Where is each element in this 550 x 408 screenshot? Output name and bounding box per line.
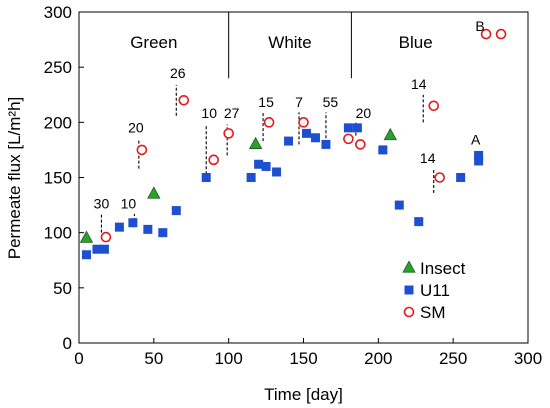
- u11-point: [171, 206, 181, 216]
- point-annotations: 30 10 20 26 10 27 15 7 55 20 14 14 A B: [94, 18, 485, 212]
- x-tick-label: 300: [514, 349, 542, 368]
- region-label: Green: [130, 33, 177, 52]
- sm-point: [355, 139, 366, 150]
- point-annotation: 30: [94, 195, 110, 211]
- y-tick-label: 200: [44, 113, 72, 132]
- u11-point: [321, 139, 331, 149]
- insect-point: [248, 136, 263, 149]
- point-annotation: 20: [128, 119, 144, 135]
- legend-label: Insect: [420, 259, 466, 278]
- u11-point: [158, 228, 168, 238]
- y-tick-label: 300: [44, 3, 72, 22]
- sm-point: [208, 154, 219, 166]
- region-label: Blue: [399, 33, 433, 52]
- sm-point: [298, 117, 309, 128]
- u11-point: [114, 222, 124, 232]
- u11-point: [272, 167, 282, 177]
- x-tick-label: 0: [74, 349, 83, 368]
- y-axis-ticks: 0 50 100 150 200 250 300: [44, 3, 84, 353]
- x-axis-ticks: 0 50 100 150 200 250 300: [74, 338, 542, 368]
- point-annotation: 7: [295, 94, 303, 110]
- u11-point: [261, 161, 271, 171]
- u11-point: [128, 218, 138, 228]
- sm-point: [428, 100, 440, 112]
- data-points: [79, 28, 507, 260]
- y-tick-label: 100: [44, 224, 72, 243]
- legend-label: SM: [420, 303, 446, 322]
- y-tick-label: 50: [53, 279, 72, 298]
- x-tick-label: 100: [214, 349, 242, 368]
- y-tick-label: 150: [44, 169, 72, 188]
- x-tick-label: 50: [144, 349, 163, 368]
- point-annotation: B: [475, 18, 484, 34]
- u11-point: [92, 244, 102, 254]
- sm-point: [480, 28, 492, 40]
- legend-marker: [403, 306, 415, 318]
- point-annotation: 10: [121, 195, 137, 211]
- u11-point: [394, 200, 404, 210]
- legend: Insect U11 SM: [402, 259, 466, 322]
- u11-point: [201, 173, 211, 182]
- x-axis-title: Time [day]: [264, 385, 343, 404]
- y-axis-title: Permeate flux [L/m²h]: [5, 97, 24, 260]
- u11-point: [143, 224, 153, 234]
- sm-point: [434, 172, 445, 183]
- x-tick-label: 250: [439, 349, 467, 368]
- u11-point: [456, 173, 466, 182]
- y-tick-label: 250: [44, 58, 72, 77]
- x-tick-label: 150: [289, 349, 317, 368]
- sm-point: [343, 133, 354, 145]
- u11-point: [378, 145, 388, 155]
- point-annotation: 14: [411, 76, 427, 92]
- legend-label: U11: [420, 281, 450, 300]
- u11-point: [301, 128, 311, 138]
- u11-point: [310, 133, 320, 143]
- sm-point: [223, 128, 234, 139]
- legend-marker: [402, 260, 416, 273]
- insect-point: [147, 186, 161, 199]
- legend-marker: [404, 285, 414, 295]
- point-annotation: 20: [356, 105, 372, 121]
- point-annotation: 55: [323, 94, 339, 110]
- point-annotation: A: [471, 131, 481, 147]
- u11-point: [474, 156, 484, 166]
- u11-point: [81, 250, 91, 260]
- point-annotation: 15: [258, 94, 274, 110]
- insect-point: [79, 230, 94, 243]
- region-label: White: [268, 33, 311, 52]
- u11-point: [414, 217, 424, 227]
- u11-point: [284, 136, 294, 146]
- point-annotation: 10: [201, 105, 217, 121]
- insect-point: [383, 127, 397, 141]
- u11-point: [343, 123, 353, 133]
- point-annotation: 26: [170, 65, 186, 81]
- u11-point: [352, 123, 362, 133]
- u11-point: [474, 150, 484, 160]
- sm-point: [178, 94, 190, 106]
- region-dividers: Green White Blue: [130, 12, 433, 79]
- sm-point: [136, 144, 148, 156]
- point-annotation: 14: [420, 150, 436, 166]
- u11-point: [254, 159, 264, 169]
- sm-point: [495, 28, 507, 40]
- y-tick-label: 0: [63, 334, 72, 353]
- u11-point: [99, 244, 109, 254]
- sm-point: [263, 117, 275, 128]
- sm-point: [100, 231, 112, 243]
- x-tick-label: 200: [364, 349, 392, 368]
- u11-point: [246, 173, 256, 182]
- point-annotation: 27: [224, 105, 240, 121]
